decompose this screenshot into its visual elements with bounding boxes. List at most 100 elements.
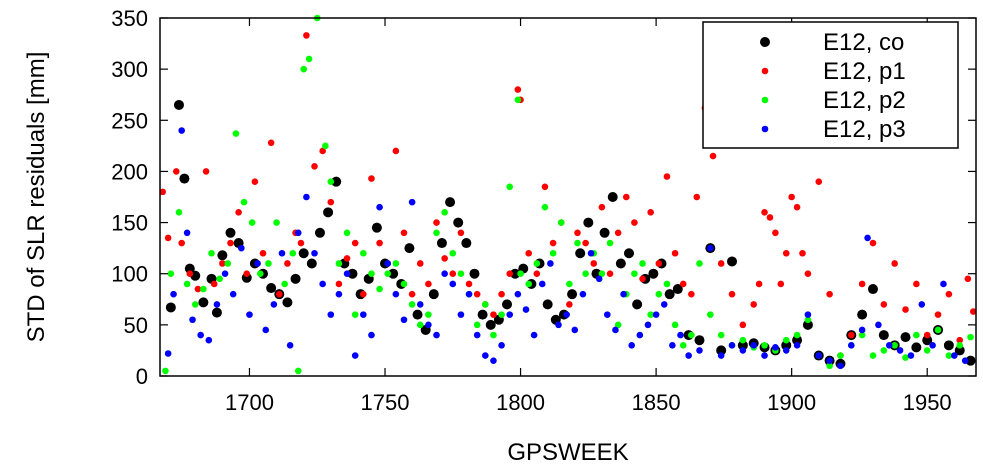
data-point-series-4 [416,301,424,308]
data-point-series-2 [267,139,275,147]
data-point-series-2 [303,32,310,39]
data-point-series-1 [404,243,415,254]
data-point-series-3 [294,367,302,375]
data-point-series-4 [376,203,383,211]
data-point-series-1 [217,250,228,261]
data-point-series-4 [465,290,473,298]
data-point-series-4 [514,290,522,298]
data-point-series-2 [655,260,663,267]
data-point-series-3 [655,290,663,298]
x-tick-label: 1950 [903,390,952,415]
data-point-series-3 [574,239,581,247]
data-point-series-2 [275,290,283,298]
data-point-series-3 [647,311,654,318]
data-point-series-1 [781,340,792,351]
data-point-series-4 [262,326,270,334]
data-point-series-3 [696,260,703,267]
data-point-series-4 [628,342,636,349]
data-point-series-2 [606,270,614,278]
y-tick-label: 100 [111,262,148,287]
data-point-series-1 [900,332,911,343]
data-point-series-4 [707,244,714,252]
data-point-series-4 [238,244,245,252]
data-point-series-4 [392,290,400,298]
data-point-series-2 [772,229,779,237]
data-point-series-2 [913,280,920,288]
data-point-series-2 [178,239,185,247]
data-point-series-2 [739,321,747,329]
data-point-series-2 [506,270,514,278]
data-point-series-1 [878,330,889,341]
data-point-series-2 [210,280,218,288]
data-point-series-3 [517,270,524,278]
data-point-series-4 [918,301,926,308]
data-point-series-2 [441,255,448,262]
data-point-series-4 [847,342,855,349]
data-point-series-2 [891,260,898,267]
data-point-series-3 [566,280,573,288]
data-point-series-4 [929,342,936,349]
data-point-series-4 [473,331,481,339]
data-point-series-3 [208,249,215,257]
data-point-series-3 [376,285,383,293]
data-point-series-2 [956,336,964,344]
x-tick-label: 1750 [361,390,410,415]
data-point-series-2 [923,331,931,339]
x-axis-title: GPSWEEK [507,439,628,466]
data-point-series-2 [614,229,622,237]
data-point-series-2 [408,290,416,298]
data-point-series-2 [525,249,532,257]
data-point-series-2 [755,280,763,288]
data-point-series-2 [433,219,440,226]
data-point-series-3 [793,331,801,339]
data-point-series-2 [815,178,823,185]
data-point-series-3 [902,354,909,361]
data-point-series-1 [623,248,634,259]
data-point-series-4 [728,342,736,349]
data-point-series-2 [782,249,790,257]
data-point-series-4 [739,347,747,354]
data-point-series-2 [327,198,335,206]
data-point-series-3 [498,311,505,318]
data-point-series-4 [782,347,790,354]
data-point-series-3 [541,203,549,211]
data-point-series-2 [533,270,541,278]
data-point-series-4 [164,350,172,357]
data-point-series-4 [205,336,213,344]
data-point-series-3 [322,142,329,150]
data-point-series-2 [598,203,606,211]
data-point-series-1 [922,335,933,346]
data-point-series-1 [388,268,399,279]
data-point-series-1 [607,192,618,202]
data-point-series-4 [343,270,351,278]
x-tick-label: 1800 [496,390,545,415]
legend-label: E12, co [823,29,904,56]
data-point-series-4 [717,352,725,359]
data-point-series-4 [571,326,579,334]
data-point-series-4 [761,352,768,359]
data-point-series-4 [189,316,196,324]
data-point-series-1 [485,319,496,330]
plot-frame [159,17,977,377]
legend-label: E12, p1 [823,58,906,85]
data-point-series-2 [647,209,654,216]
data-point-series-1 [943,340,954,351]
data-point-series-1 [648,268,659,279]
data-point-series-3 [671,321,679,329]
data-point-series-2 [335,280,343,288]
data-point-series-4 [498,342,505,349]
data-point-series-4 [408,198,416,206]
data-point-series-4 [351,352,359,359]
data-point-series-3 [392,260,400,267]
data-point-series-3 [945,352,953,359]
data-point-series-2 [804,270,812,278]
data-point-series-4 [826,357,833,364]
data-point-series-4 [896,347,904,354]
data-point-series-2 [360,290,367,298]
data-point-series-2 [425,280,432,288]
data-point-series-2 [159,188,167,196]
data-point-series-2 [788,193,795,201]
data-point-series-3 [913,331,920,339]
data-point-series-3 [305,55,313,63]
data-point-series-4 [555,321,562,329]
